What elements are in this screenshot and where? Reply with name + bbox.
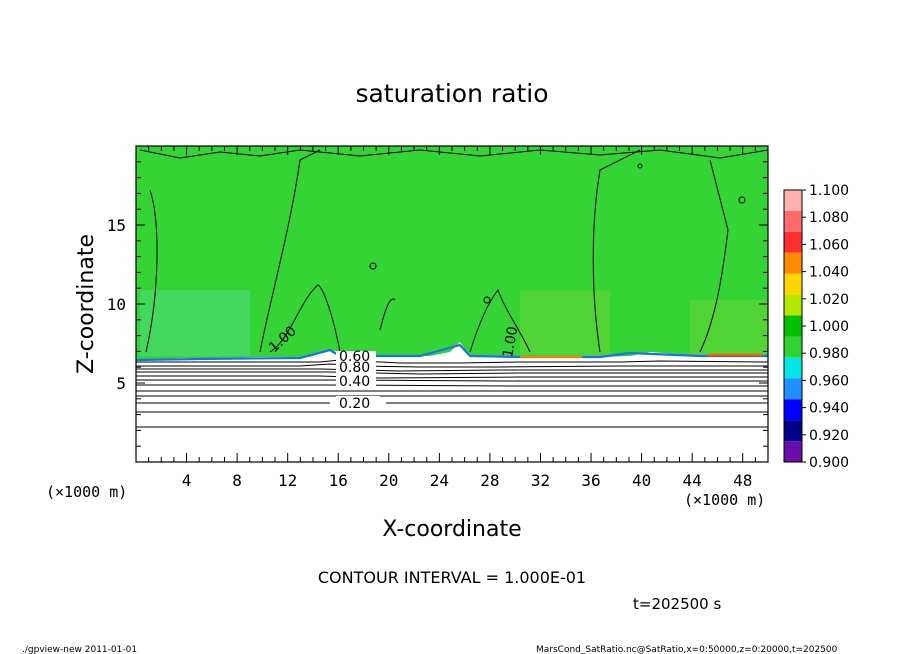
- colorbar-swatch: [784, 336, 802, 358]
- contour-label: 0.60: [339, 349, 370, 365]
- footer-right: MarsCond_SatRatio.nc@SatRatio,x=0:50000,…: [536, 645, 838, 654]
- y-axis-label: Z-coordinate: [74, 234, 99, 374]
- colorbar-swatch: [784, 357, 802, 379]
- y-tick-label: 10: [107, 295, 126, 314]
- colorbar-label: 0.960: [809, 373, 849, 389]
- cloud-base-line: [136, 343, 768, 362]
- colorbar-swatch: [784, 441, 802, 462]
- colorbar-swatch: [784, 273, 802, 295]
- x-axis: 4 8 12 16 20 24 28 32 36 40 44 48: [148, 146, 756, 490]
- colorbar-swatch: [784, 210, 802, 232]
- colorbar-swatch: [784, 399, 802, 421]
- x-tick-label: 44: [683, 471, 702, 490]
- x-unit-label: (×1000 m): [684, 491, 765, 509]
- plot-area: 1.00 1.00 0.80 0.60 0.40 0.20: [136, 146, 768, 462]
- x-tick-label: 32: [531, 471, 550, 490]
- contour-lines: [136, 149, 768, 428]
- y-axis: 5 10 15: [107, 161, 768, 447]
- colorbar-swatch: [784, 378, 802, 400]
- cyan-tint-left: [140, 290, 250, 356]
- x-tick-label: 48: [733, 471, 752, 490]
- contour-label: 0.40: [339, 374, 370, 390]
- colorbar-swatch: [784, 190, 802, 211]
- x-axis-label: X-coordinate: [382, 517, 521, 542]
- x-tick-label: 16: [329, 471, 348, 490]
- y-unit-label: (×1000 m): [46, 483, 127, 501]
- contour-label: 0.20: [339, 396, 370, 412]
- colorbar-label: 0.900: [809, 455, 849, 471]
- x-tick-label: 24: [430, 471, 449, 490]
- y-tick-label: 5: [116, 374, 126, 393]
- x-tick-label: 12: [278, 471, 297, 490]
- contour-label: 0.80: [339, 360, 370, 376]
- contour-interval-text: CONTOUR INTERVAL = 1.000E-01: [318, 568, 586, 587]
- x-tick-label: 36: [581, 471, 600, 490]
- colorbar-swatch: [784, 231, 802, 253]
- colorbar-label: 1.100: [809, 183, 849, 199]
- colorbar-label: 1.060: [809, 237, 849, 253]
- x-tick-label: 4: [182, 471, 192, 490]
- colorbar-label: 1.040: [809, 265, 849, 281]
- colorbar-swatch: [784, 294, 802, 316]
- colorbar-swatch: [784, 315, 802, 337]
- colorbar-swatch: [784, 252, 802, 274]
- colorbar-label: 1.080: [809, 210, 849, 226]
- colorbar-label: 1.020: [809, 292, 849, 308]
- contour-label: 1.00: [500, 325, 521, 358]
- colorbar-label: 1.000: [809, 319, 849, 335]
- colorbar: 0.900 0.920 0.940 0.960 0.980 1.000 1.020 1.040…: [783, 183, 849, 471]
- x-tick-label: 20: [379, 471, 398, 490]
- x-tick-label: 28: [480, 471, 499, 490]
- yellow-tint-right: [690, 300, 768, 356]
- time-text: t=202500 s: [633, 595, 721, 613]
- footer-left: ./gpview-new 2011-01-01: [22, 645, 137, 654]
- x-tick-label: 40: [632, 471, 651, 490]
- colorbar-label: 0.940: [809, 401, 849, 417]
- x-tick-label: 8: [232, 471, 242, 490]
- colorbar-label: 0.980: [809, 346, 849, 362]
- y-tick-label: 15: [107, 216, 126, 235]
- colorbar-swatch: [784, 420, 802, 442]
- chart-title: saturation ratio: [355, 79, 548, 108]
- colorbar-label: 0.920: [809, 428, 849, 444]
